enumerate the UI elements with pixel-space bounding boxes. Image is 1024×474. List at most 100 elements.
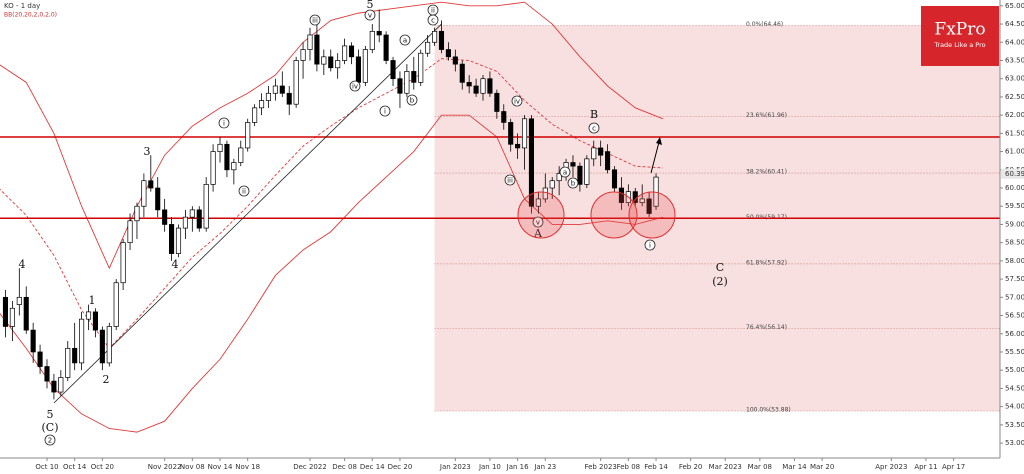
candle-body [342,45,348,61]
candle-body [51,380,57,393]
x-tick-label: Jan 23 [533,463,556,471]
y-tick-label: 57.50 [1005,275,1024,283]
candle-body [23,296,29,331]
wave-label: b [410,97,415,105]
wave-label: 5 [367,0,374,11]
wave-label: v [536,219,540,227]
wave-circle [427,14,439,26]
x-tick-label: Dec 20 [388,463,413,471]
wave-label: 3 [144,145,151,158]
candle-body [515,143,521,149]
wave-circle [406,94,418,106]
candle-body [155,187,161,211]
candle-body [30,329,36,353]
x-tick-label: Dec 2022 [293,463,327,471]
x-tick-label: Apr 17 [942,463,965,471]
candle-body [411,71,417,83]
candle-body [127,220,133,244]
logo-box [921,6,999,66]
candle-body [425,41,431,54]
candle-body [65,347,71,378]
y-tick-label: 56.50 [1005,312,1024,320]
x-tick-label: Mar 14 [782,463,807,471]
candle-body [169,224,175,254]
candle-body [189,209,195,218]
candle-body [203,184,209,229]
y-tick-label: 53.00 [1005,439,1024,447]
x-tick-label: Feb 2023 [584,463,616,471]
candle-body [501,111,507,123]
x-tick-label: Nov 08 [180,463,205,471]
wave-label: i [384,108,386,116]
candle-body [362,49,368,83]
indicator-label: BB(20,20,2,0,2,0) [4,12,57,19]
wave-circle [504,174,516,186]
y-tick-label: 55.50 [1005,348,1024,356]
highlight-circle [590,191,638,239]
fib-label: 100.0%(53.88) [746,406,791,413]
y-tick-label: 58.00 [1005,257,1024,265]
wave-circle [511,95,523,107]
y-tick-label: 65.00 [1005,2,1024,10]
wave-circle [379,105,391,117]
wave-circle [309,14,321,26]
candle-body [175,227,182,254]
candle-body [376,30,382,36]
last-price-box [1001,168,1024,179]
candle-body [473,85,479,94]
candle-body [9,307,15,327]
candle-body [148,180,154,189]
band-upper [0,1,664,270]
last-price-label: 60.39 [1005,170,1024,178]
candle-body [577,165,583,185]
candle-body [217,143,223,152]
y-tick-label: 59.00 [1005,220,1024,228]
y-tick-label: 62.00 [1005,111,1024,119]
wave-label: 2 [48,437,52,445]
candle-body [646,198,652,214]
wave-circle [644,239,656,251]
candle-body [528,118,535,207]
wave-circle [364,9,376,21]
candle-body [279,85,285,94]
y-tick-label: 63.00 [1005,75,1024,83]
projection-arrow [650,141,660,174]
wave-label: A [533,227,543,240]
y-tick-label: 53.50 [1005,421,1024,429]
candle-body [44,366,50,382]
wave-circle [532,216,544,228]
candle-body [390,60,396,80]
candle-body [293,60,299,105]
fib-label: 0.0%(64.46) [746,21,783,28]
candle-body [300,49,306,61]
candle-body [508,122,514,145]
wave-label: a [563,169,567,177]
x-tick-label: Oct 20 [91,463,114,471]
candle-body [252,107,258,123]
wave-circle [238,185,250,197]
candle-body [348,45,355,58]
wave-label: 4 [19,258,26,271]
wave-label: 5 [47,408,54,421]
wave-circle [218,117,230,129]
wave-label: i [223,120,225,128]
candle-body [452,56,458,65]
arrow-head [656,137,662,145]
candle-body [238,147,244,163]
candle-body [494,92,500,112]
wave-label: c [592,125,596,133]
candle-body [79,318,85,364]
x-tick-label: Jan 2023 [439,463,471,471]
wave-label: i [649,242,651,250]
wave-label: 2 [103,373,110,386]
x-tick-label: Nov 2022 [148,463,182,471]
x-tick-label: Jan 16 [506,463,529,471]
wave-label: 1 [89,294,96,307]
candle-body [196,209,202,229]
x-tick-label: Mar 08 [748,463,772,471]
candle-body [570,162,576,167]
candle-body [521,118,528,149]
candle-body [162,209,168,225]
wave-label: iii [507,177,513,185]
